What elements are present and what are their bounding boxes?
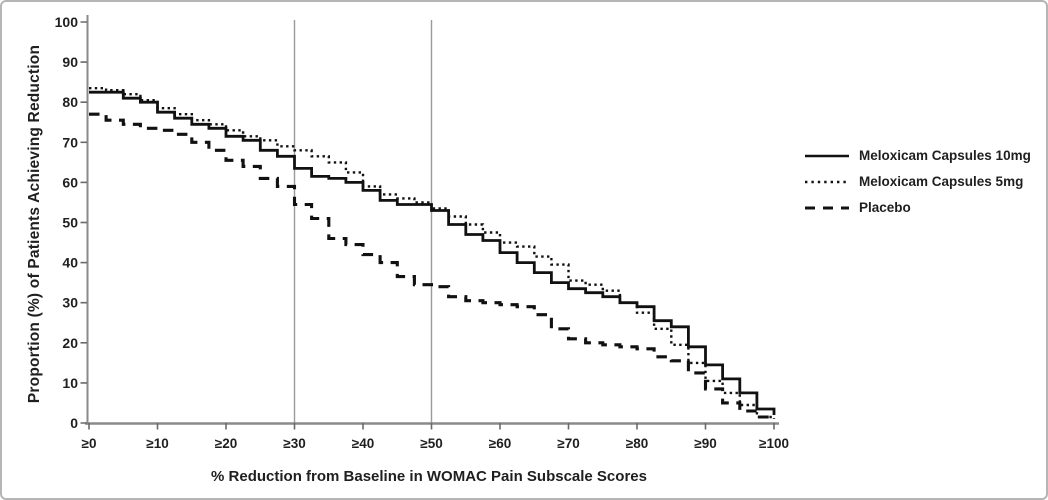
y-tick-label: 80: [62, 94, 78, 110]
x-tick-label: ≥80: [626, 436, 648, 451]
x-tick-label: ≥100: [759, 436, 789, 451]
x-axis-title: % Reduction from Baseline in WOMAC Pain …: [211, 468, 647, 485]
y-tick-label: 20: [62, 335, 78, 351]
legend-label-meloxicam-10mg: Meloxicam Capsules 10mg: [859, 148, 1031, 163]
x-tick-label: ≥60: [489, 436, 511, 451]
x-tick-label: ≥20: [215, 436, 237, 451]
series-line-meloxicam-10mg: [89, 90, 776, 415]
x-tick-label: ≥90: [694, 436, 716, 451]
legend-item-placebo: Placebo: [804, 200, 1031, 215]
series-line-placebo: [89, 112, 776, 419]
legend-dashed-line-icon: [805, 206, 849, 209]
legend-label-placebo: Placebo: [859, 200, 911, 215]
y-tick-label: 70: [62, 134, 78, 150]
x-tick-label: ≥70: [557, 436, 579, 451]
y-tick-label: 90: [62, 54, 78, 70]
y-tick-label: 0: [70, 415, 78, 431]
legend: Meloxicam Capsules 10mg Meloxicam Capsul…: [804, 148, 1031, 215]
legend-label-meloxicam-5mg: Meloxicam Capsules 5mg: [859, 174, 1024, 189]
x-tick-label: ≥30: [283, 436, 305, 451]
x-tick-label: ≥50: [420, 436, 442, 451]
x-tick-label: ≥10: [146, 436, 168, 451]
legend-item-meloxicam-10mg: Meloxicam Capsules 10mg: [804, 148, 1031, 163]
x-tick-label: ≥40: [352, 436, 374, 451]
y-tick-label: 60: [62, 174, 78, 190]
legend-solid-line-icon: [805, 154, 849, 157]
y-tick-label: 10: [62, 375, 78, 391]
y-tick-label: 40: [62, 255, 78, 271]
y-tick-label: 30: [62, 295, 78, 311]
y-tick-label: 50: [62, 215, 78, 231]
y-tick-label: 100: [55, 14, 79, 30]
y-axis-title: Proportion (%) of Patients Achieving Red…: [26, 44, 43, 404]
legend-dotted-line-icon: [805, 180, 849, 183]
x-tick-label: ≥0: [82, 436, 97, 451]
legend-item-meloxicam-5mg: Meloxicam Capsules 5mg: [804, 174, 1031, 189]
